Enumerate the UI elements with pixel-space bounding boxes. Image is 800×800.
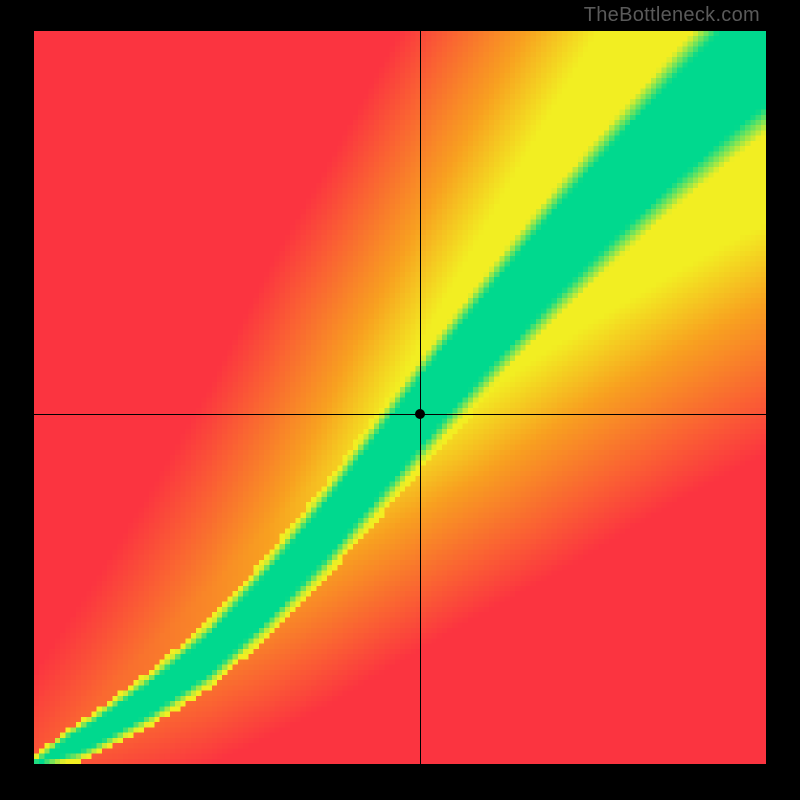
plot-frame — [34, 31, 766, 764]
heatmap-canvas — [34, 31, 766, 764]
chart-container: TheBottleneck.com — [0, 0, 800, 800]
data-point-marker — [415, 409, 425, 419]
watermark-text: TheBottleneck.com — [584, 4, 760, 27]
crosshair-horizontal — [34, 414, 766, 415]
crosshair-vertical — [420, 31, 421, 764]
